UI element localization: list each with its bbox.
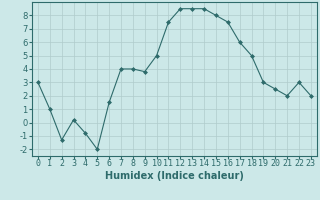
- X-axis label: Humidex (Indice chaleur): Humidex (Indice chaleur): [105, 171, 244, 181]
